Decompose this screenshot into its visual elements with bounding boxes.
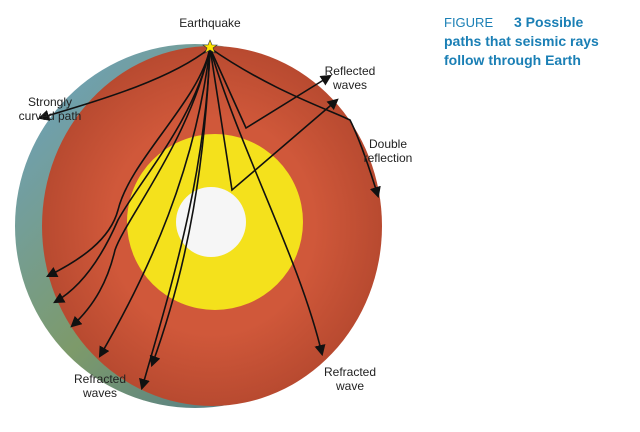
ray <box>209 47 326 357</box>
label: waves <box>332 78 367 92</box>
label: reflection <box>364 151 413 165</box>
ray <box>53 47 211 304</box>
label: curved path <box>19 109 82 123</box>
label: Double <box>369 137 407 151</box>
ray <box>70 47 211 328</box>
label: wave <box>335 379 364 393</box>
ray <box>209 47 332 130</box>
label: Earthquake <box>179 16 241 30</box>
ray <box>37 47 211 121</box>
ray <box>45 47 211 278</box>
label: Reflected <box>325 64 376 78</box>
earth <box>15 44 382 408</box>
caption-line: paths that seismic rays <box>444 33 599 49</box>
epicenter-star <box>202 39 218 54</box>
label: Refracted <box>74 372 126 386</box>
ray <box>149 47 211 368</box>
caption-label: FIGURE <box>444 15 493 30</box>
rays <box>37 39 381 391</box>
caption: FIGURE 3 Possible paths that seismic ray… <box>444 14 599 68</box>
ray <box>209 47 381 199</box>
label: waves <box>82 386 117 400</box>
caption-line: 3 Possible <box>514 14 583 30</box>
ray <box>209 47 339 192</box>
caption-line: follow through Earth <box>444 52 581 68</box>
label: Refracted <box>324 365 376 379</box>
ray <box>98 47 211 358</box>
label: Strongly <box>28 95 72 109</box>
